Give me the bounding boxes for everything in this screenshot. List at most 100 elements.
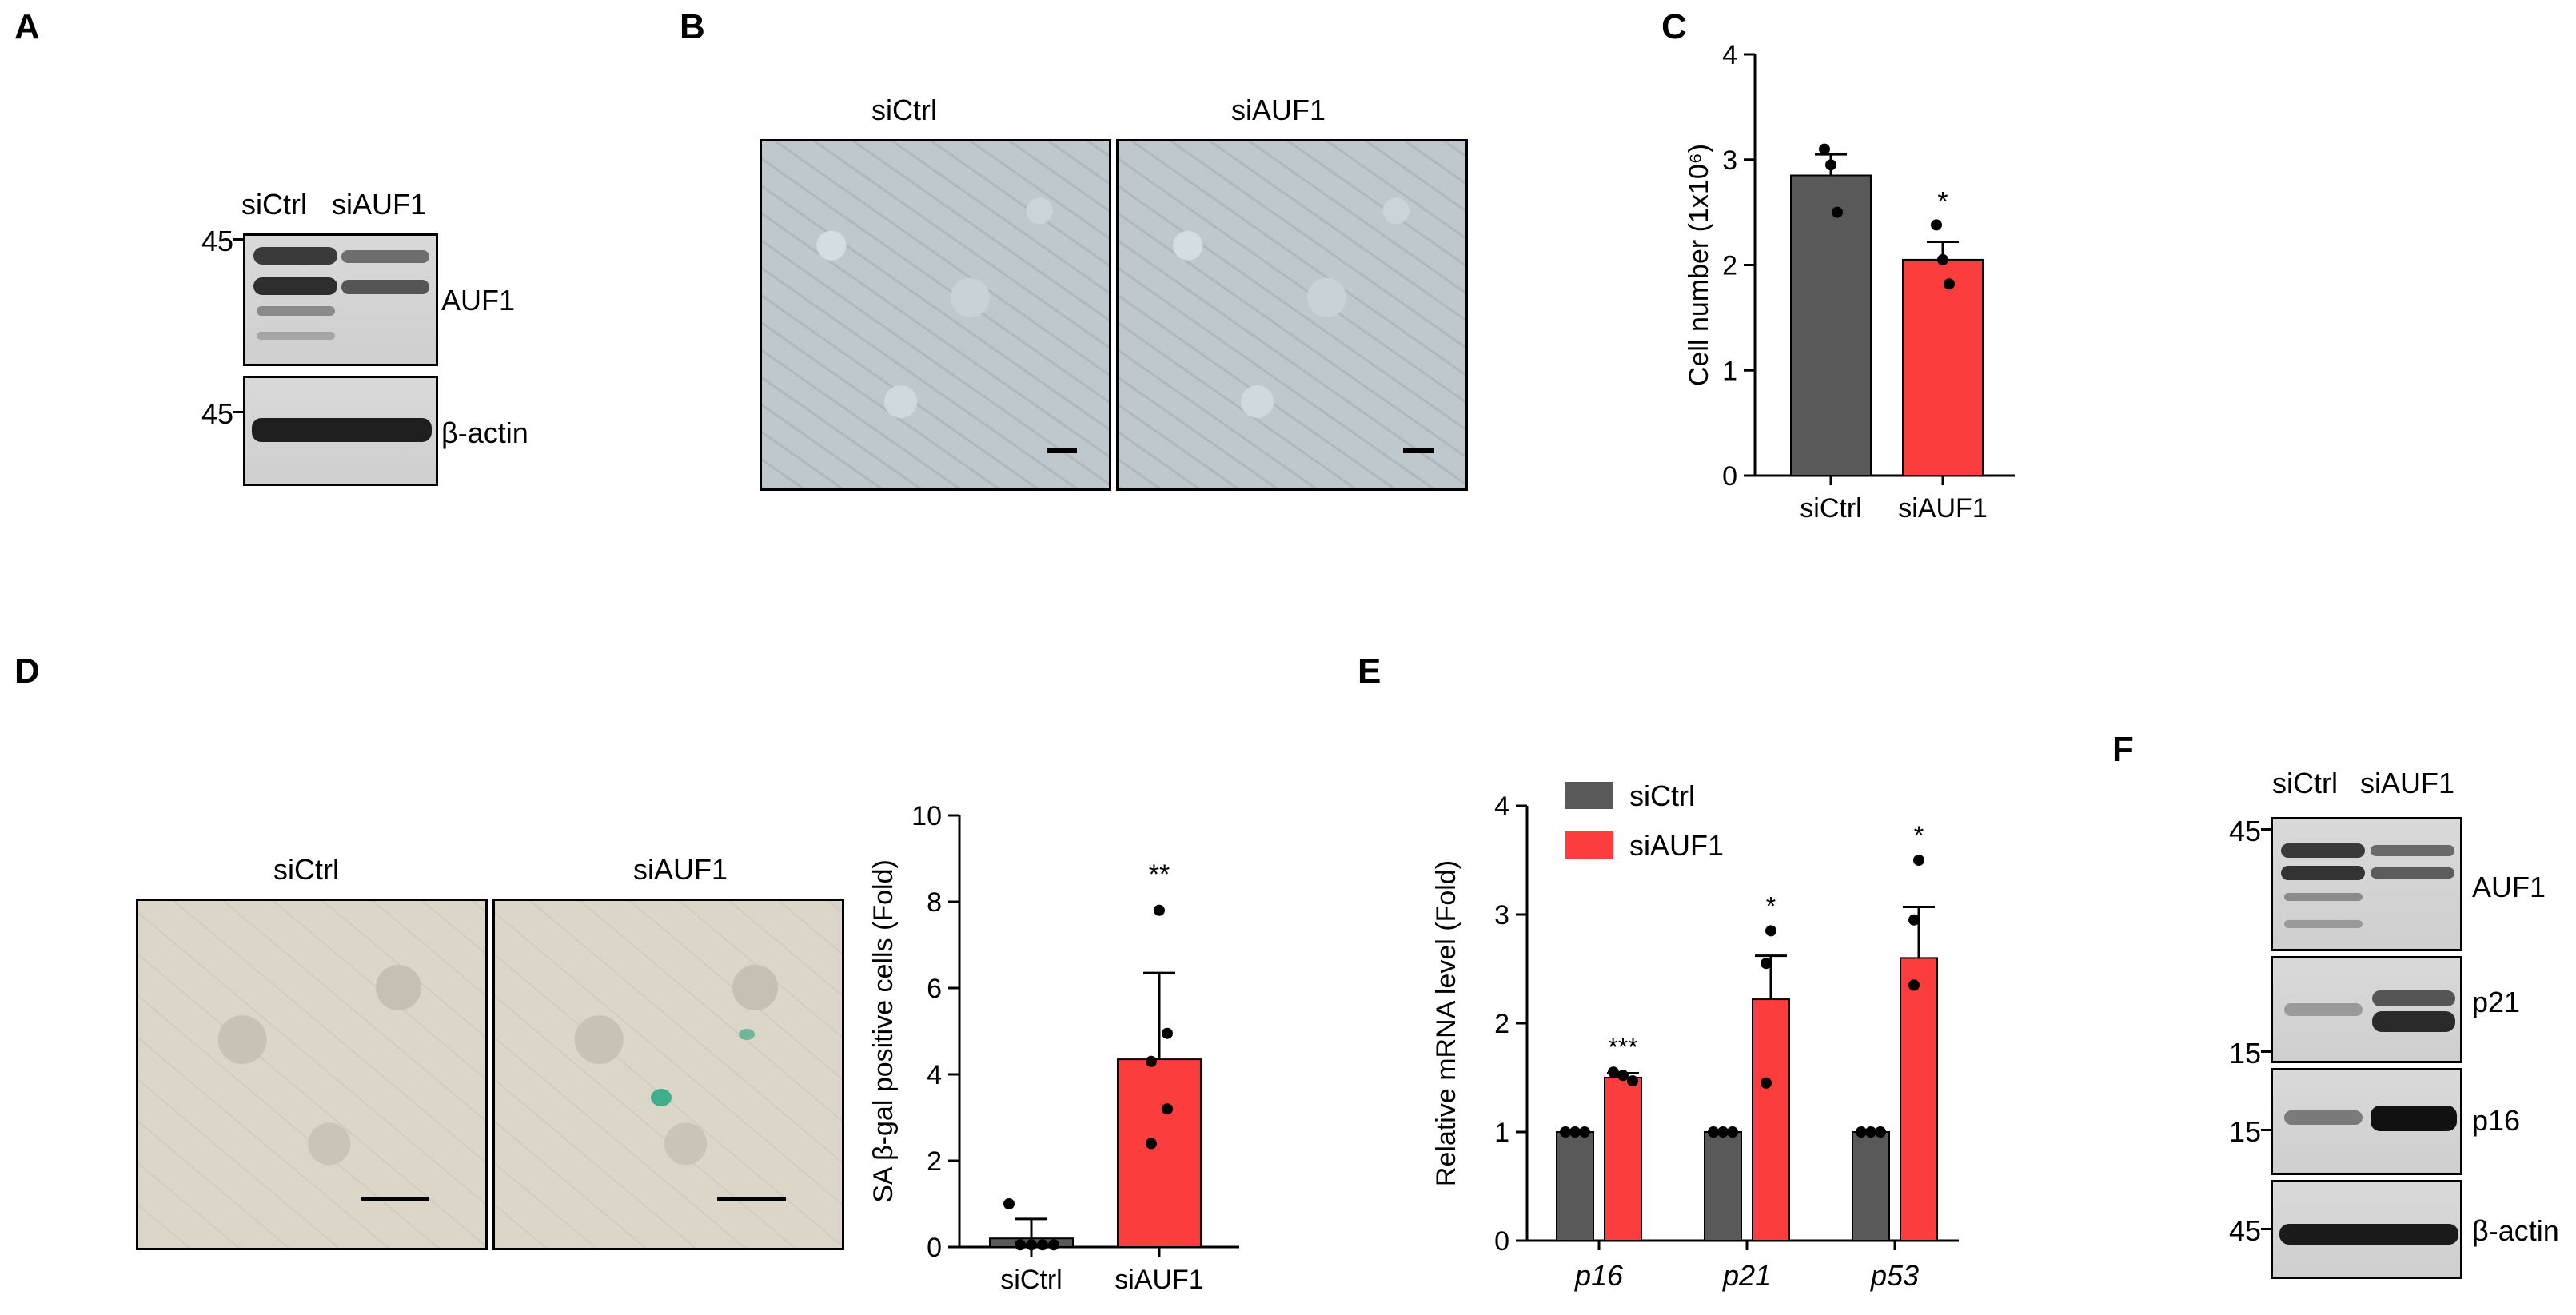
data-point xyxy=(1627,1075,1638,1087)
x-tick-label: siCtrl xyxy=(1000,1265,1062,1295)
bar-sictrl xyxy=(1704,1131,1742,1241)
western-blot-auf1 xyxy=(2271,817,2462,951)
data-point xyxy=(1865,1126,1876,1138)
bar-siauf1 xyxy=(1752,998,1790,1241)
x-tick-label: p21 xyxy=(1722,1259,1771,1292)
data-point xyxy=(1162,1103,1173,1115)
lane-label-siauf1: siAUF1 xyxy=(332,188,427,221)
legend-swatch-siauf1 xyxy=(1565,831,1613,859)
y-tick-label: 1 xyxy=(1722,356,1737,386)
legend-label-sictrl: siCtrl xyxy=(1629,779,1695,812)
y-axis-label: SA β-gal positive cells (Fold) xyxy=(871,859,899,1203)
y-tick-label: 0 xyxy=(927,1233,942,1263)
y-tick-label: 3 xyxy=(1722,145,1737,176)
bar-chart-cell-number: 0 1 2 3 4 Cell number (1x10⁶) siCtrl * siAUF1 xyxy=(1684,40,2015,524)
data-point xyxy=(1913,855,1924,866)
data-point xyxy=(1708,1126,1719,1138)
panel-label-e: E xyxy=(1358,652,1382,691)
x-tick-label: p53 xyxy=(1870,1259,1919,1292)
panel-label-b: B xyxy=(680,7,705,46)
data-point xyxy=(1761,1077,1772,1089)
x-tick-label: siAUF1 xyxy=(1115,1265,1203,1295)
data-point xyxy=(1825,159,1836,171)
lane-label-siauf1: siAUF1 xyxy=(2360,767,2455,799)
data-point xyxy=(1908,979,1920,991)
stained-cell xyxy=(651,1089,672,1106)
y-tick-label: 1 xyxy=(1494,1118,1509,1148)
bar-siauf1 xyxy=(1900,957,1938,1241)
y-tick-label: 10 xyxy=(911,801,942,831)
phase-contrast-image-sictrl xyxy=(760,139,1111,491)
blot-label-auf1: AUF1 xyxy=(2472,871,2546,903)
blot-label-actin: β-actin xyxy=(2472,1214,2559,1247)
scale-bar xyxy=(717,1197,786,1201)
y-tick-label: 3 xyxy=(1494,900,1509,930)
panel-label-f: F xyxy=(2112,730,2134,769)
data-point xyxy=(1003,1198,1015,1209)
data-point xyxy=(1617,1070,1629,1082)
lane-label-sictrl: siCtrl xyxy=(2272,767,2338,799)
data-point xyxy=(1162,1027,1173,1039)
scale-bar xyxy=(1047,448,1077,453)
y-tick-label: 6 xyxy=(927,974,942,1004)
x-tick-label: siCtrl xyxy=(1800,493,1861,524)
data-point xyxy=(1931,219,1942,231)
data-point xyxy=(1944,278,1955,290)
mw-marker-auf1: 45 xyxy=(2228,815,2261,847)
bar-sictrl xyxy=(1852,1131,1890,1241)
lane-label-sictrl: siCtrl xyxy=(241,188,307,221)
y-tick-label: 4 xyxy=(1722,40,1737,70)
sa-bgal-image-siauf1 xyxy=(492,899,844,1250)
bar xyxy=(1117,1058,1202,1248)
panel-label-c: C xyxy=(1661,7,1687,46)
image-title-sictrl: siCtrl xyxy=(273,853,339,886)
significance-label: * xyxy=(1766,891,1776,920)
data-point xyxy=(1569,1126,1581,1138)
bar xyxy=(1790,174,1872,476)
western-blot-p21 xyxy=(2271,956,2462,1063)
data-point xyxy=(1037,1239,1048,1251)
data-point xyxy=(1560,1126,1571,1138)
significance-label: * xyxy=(1937,186,1948,217)
significance-label: ** xyxy=(1149,859,1170,890)
data-point xyxy=(1832,206,1843,218)
x-tick-label: siAUF1 xyxy=(1898,493,1987,524)
data-point xyxy=(1908,914,1920,926)
legend-label-siauf1: siAUF1 xyxy=(1629,829,1724,862)
data-point xyxy=(1608,1066,1619,1078)
blot-label-actin: β-actin xyxy=(441,416,528,449)
data-point xyxy=(1146,1055,1157,1067)
y-tick-label: 2 xyxy=(927,1146,942,1177)
sa-bgal-image-sictrl xyxy=(136,899,488,1250)
blot-label-p21: p21 xyxy=(2472,986,2521,1018)
data-point xyxy=(1146,1138,1157,1150)
y-axis-label: Relative mRNA level (Fold) xyxy=(1431,860,1461,1186)
legend-swatch-sictrl xyxy=(1565,782,1613,809)
blot-label-auf1: AUF1 xyxy=(441,284,516,317)
y-axis-label: Cell number (1x10⁶) xyxy=(1684,144,1714,386)
data-point xyxy=(1937,253,1948,265)
panel-label-d: D xyxy=(14,652,40,691)
scale-bar xyxy=(1403,448,1434,453)
stained-cell xyxy=(739,1029,755,1040)
data-point xyxy=(1717,1126,1729,1138)
data-point xyxy=(1015,1239,1026,1251)
mw-marker-auf1: 45 xyxy=(201,225,233,257)
mw-marker-actin: 45 xyxy=(2228,1214,2261,1247)
mw-tick xyxy=(2261,1228,2272,1230)
mw-tick xyxy=(2261,828,2272,831)
data-point xyxy=(1154,904,1165,916)
data-point xyxy=(1875,1126,1886,1138)
phase-contrast-image-siauf1 xyxy=(1116,139,1468,491)
data-point xyxy=(1856,1126,1867,1138)
y-tick-label: 2 xyxy=(1494,1009,1509,1039)
blot-label-p16: p16 xyxy=(2472,1104,2521,1137)
mw-marker-p21: 15 xyxy=(2228,1037,2261,1070)
bar-sictrl xyxy=(1556,1131,1594,1241)
data-point xyxy=(1048,1239,1059,1251)
data-point xyxy=(1579,1126,1590,1138)
mw-tick xyxy=(2261,1129,2272,1131)
y-tick-label: 8 xyxy=(927,887,942,918)
y-tick-label: 0 xyxy=(1722,461,1737,492)
data-point xyxy=(1026,1239,1037,1251)
